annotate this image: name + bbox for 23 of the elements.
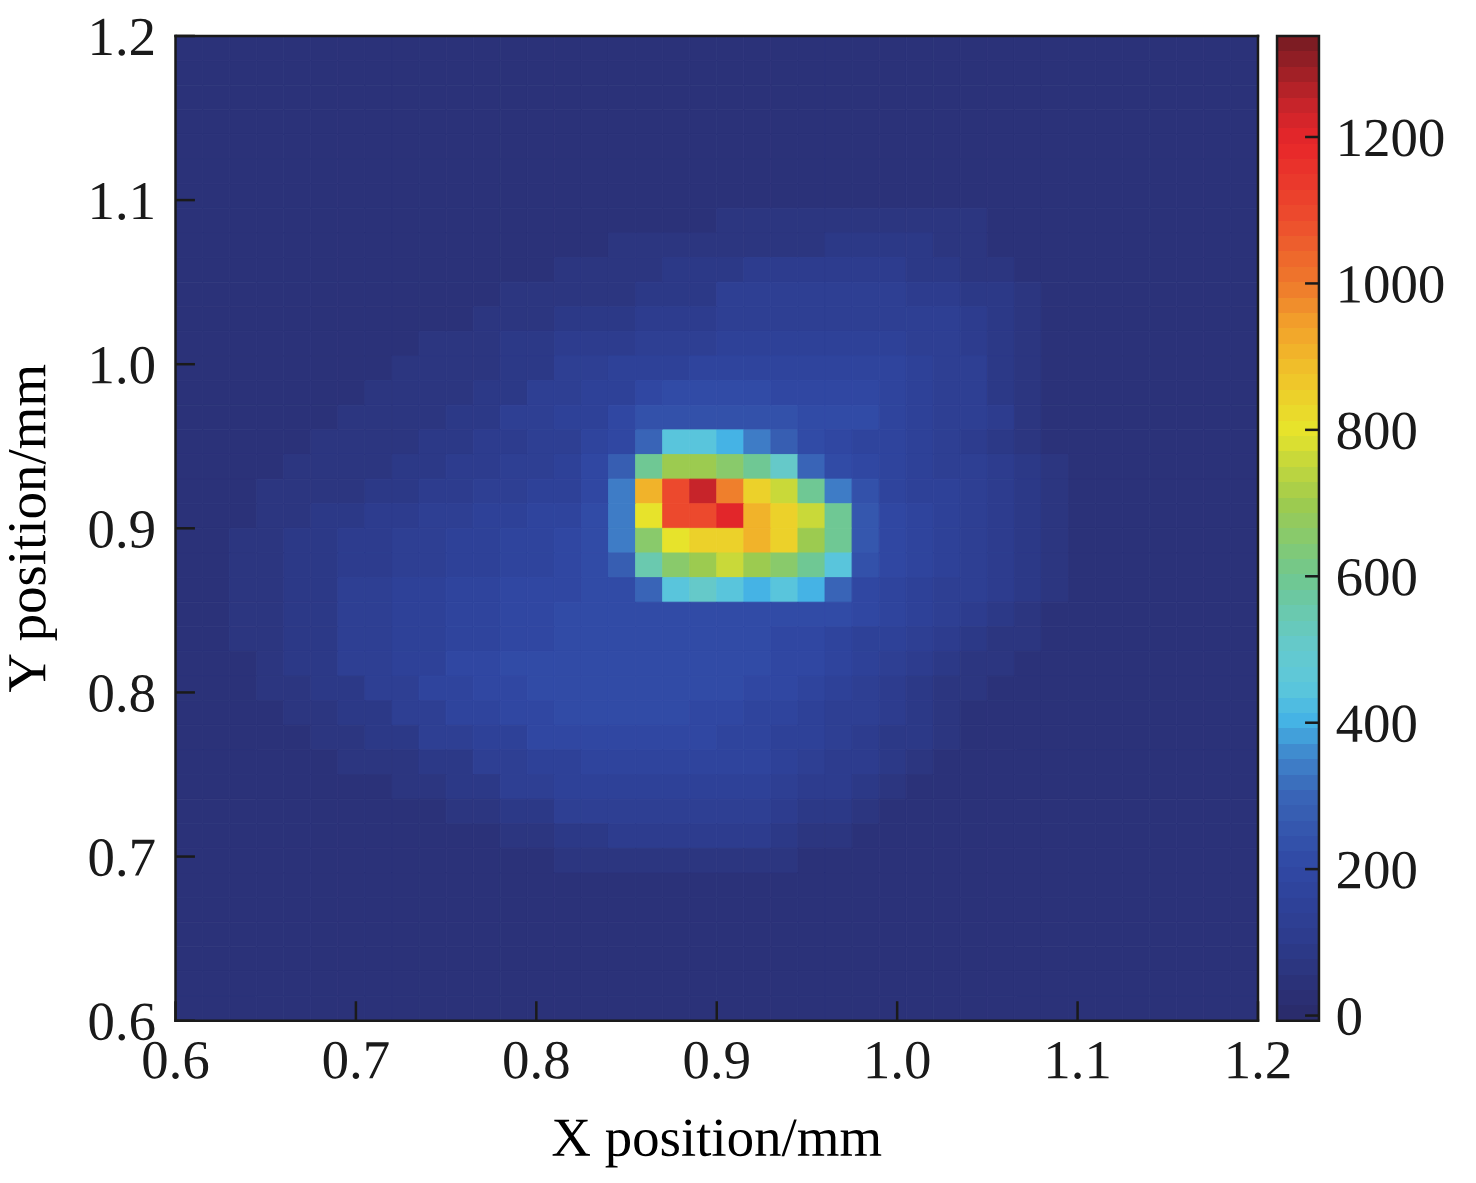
- color-bar-label: 800: [1337, 412, 1416, 450]
- y-tick-label: 1.2: [92, 18, 154, 56]
- x-axis-title: X position/mm: [552, 1119, 882, 1168]
- x-tick-label: 0.9: [684, 1041, 749, 1079]
- x-tick-label: 1.1: [1048, 1041, 1109, 1079]
- y-tick-label: 0.6: [89, 1003, 155, 1041]
- color-bar-label: 1200: [1340, 119, 1444, 157]
- x-tick-label: 0.8: [504, 1041, 569, 1079]
- color-bar-label: 200: [1338, 851, 1416, 889]
- y-tick-label: 1.0: [92, 346, 154, 385]
- color-bar-label: 600: [1337, 558, 1416, 596]
- y-tick-label: 0.9: [89, 510, 154, 549]
- x-tick-label: 1.2: [1228, 1041, 1290, 1079]
- x-tick-label: 0.7: [323, 1041, 389, 1079]
- color-bar-label: 400: [1336, 705, 1416, 743]
- color-bar-label: 1000: [1340, 265, 1444, 303]
- color-bar-label: 0: [1337, 998, 1361, 1036]
- y-tick-label: 0.8: [89, 675, 154, 713]
- x-tick-label: 0.6: [143, 1041, 209, 1079]
- y-axis-title: Y position/mm: [8, 364, 57, 693]
- x-tick-label: 1.0: [867, 1041, 930, 1079]
- y-tick-label: 0.7: [89, 839, 155, 877]
- y-tick-label: 1.1: [92, 182, 153, 220]
